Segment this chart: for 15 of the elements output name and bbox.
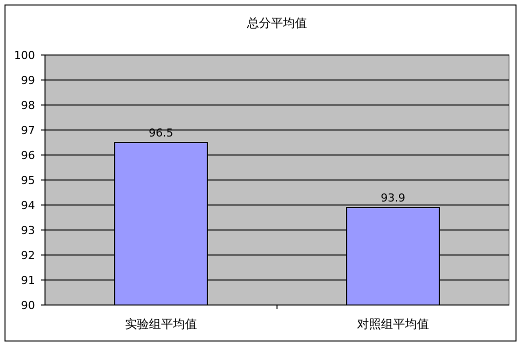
y-tick-label: 94 — [21, 199, 35, 212]
y-tick-label: 97 — [21, 124, 35, 137]
y-tick-label: 90 — [21, 299, 35, 312]
y-tick-label: 93 — [21, 224, 35, 237]
x-tick-label: 实验组平均值 — [125, 317, 197, 331]
y-tick-label: 92 — [21, 249, 35, 262]
y-tick-label: 91 — [21, 274, 35, 287]
chart-title: 总分平均值 — [246, 16, 307, 30]
data-label: 93.9 — [380, 192, 406, 204]
y-tick-label: 99 — [21, 74, 35, 87]
y-tick-label: 96 — [21, 149, 35, 162]
y-tick-label: 100 — [14, 49, 35, 62]
y-tick-label: 98 — [21, 99, 35, 112]
y-tick-label: 95 — [21, 174, 35, 187]
x-tick-label: 对照组平均值 — [357, 317, 429, 331]
